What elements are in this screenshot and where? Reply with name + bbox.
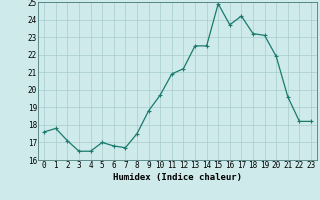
X-axis label: Humidex (Indice chaleur): Humidex (Indice chaleur): [113, 173, 242, 182]
